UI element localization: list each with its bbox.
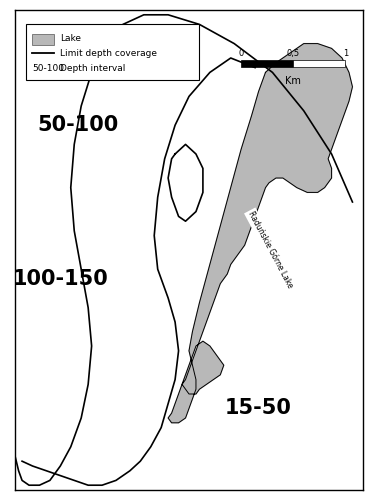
Polygon shape	[168, 44, 352, 423]
Text: Raduńskie Górne Lake: Raduńskie Górne Lake	[246, 210, 295, 290]
Text: Limit depth coverage: Limit depth coverage	[60, 48, 157, 58]
Text: 0: 0	[239, 48, 244, 58]
Text: Lake: Lake	[60, 34, 81, 43]
Text: 1: 1	[343, 48, 348, 58]
Text: Km: Km	[285, 76, 301, 86]
Bar	[32, 34, 54, 45]
Text: 15-50: 15-50	[225, 398, 292, 418]
Bar	[26, 24, 200, 80]
Bar	[241, 60, 293, 66]
Text: 0,5: 0,5	[287, 48, 300, 58]
Text: 50-100: 50-100	[32, 64, 64, 73]
Text: 100-150: 100-150	[12, 269, 108, 289]
Text: Depth interval: Depth interval	[60, 64, 126, 73]
Text: 50-100: 50-100	[37, 115, 118, 135]
Bar	[293, 60, 345, 66]
